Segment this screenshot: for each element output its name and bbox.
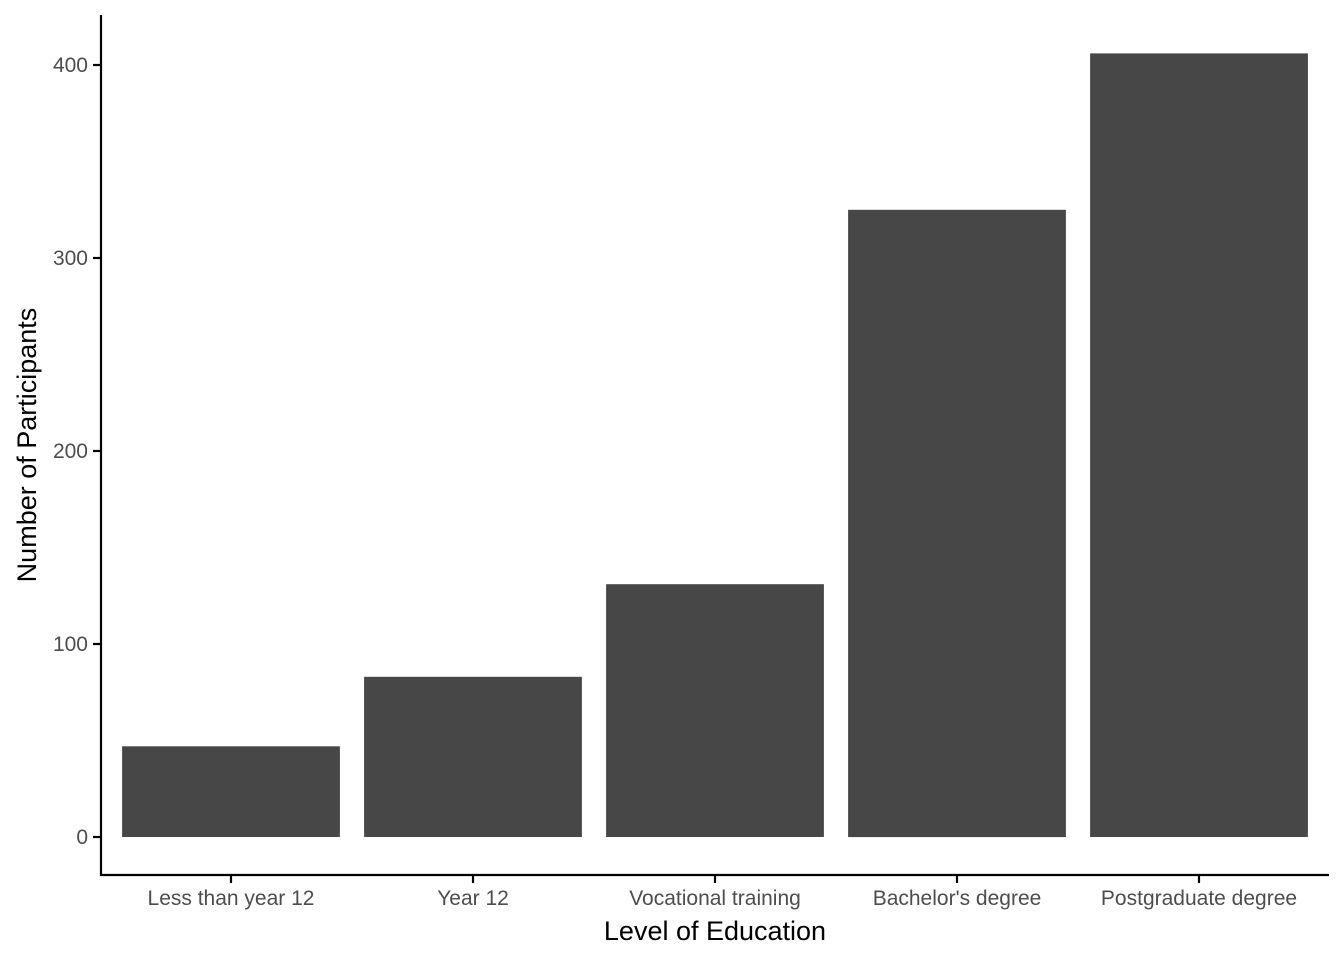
- y-tick-label-1: 100: [53, 633, 88, 656]
- y-tick-label-0: 0: [76, 826, 88, 849]
- x-tick-label-2: Vocational training: [629, 887, 801, 910]
- bar-3: [848, 209, 1066, 838]
- y-tick-label-3: 300: [53, 247, 88, 270]
- x-tick-label-0: Less than year 12: [148, 887, 315, 910]
- y-axis-title: Number of Participants: [12, 308, 42, 583]
- y-axis: 0 100 200 300 400: [53, 15, 103, 876]
- bar-2: [606, 584, 824, 837]
- x-axis-title: Level of Education: [604, 916, 826, 946]
- bar-1: [364, 676, 582, 837]
- x-tick-label-4: Postgraduate degree: [1101, 887, 1297, 910]
- bar-0: [122, 746, 340, 837]
- y-tick-label-2: 200: [53, 440, 88, 463]
- x-tick-label-1: Year 12: [437, 887, 509, 910]
- bar-4: [1090, 53, 1308, 837]
- y-tick-label-4: 400: [53, 54, 88, 77]
- bars-group: [122, 53, 1308, 838]
- x-axis: Less than year 12 Year 12 Vocational train…: [100, 873, 1329, 910]
- x-tick-label-3: Bachelor's degree: [873, 887, 1042, 910]
